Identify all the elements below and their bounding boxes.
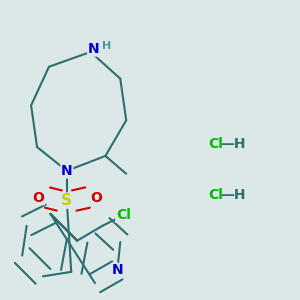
Text: —H: —H [220, 137, 246, 151]
Text: Cl: Cl [208, 188, 223, 202]
Text: N: N [88, 42, 99, 56]
Text: H: H [102, 41, 112, 51]
Text: N: N [61, 164, 73, 178]
Text: Cl: Cl [208, 137, 223, 151]
Text: —H: —H [220, 188, 246, 202]
Text: O: O [33, 190, 44, 205]
Text: O: O [91, 190, 102, 205]
Text: N: N [112, 263, 123, 278]
Text: S: S [61, 193, 72, 208]
Text: Cl: Cl [116, 208, 131, 222]
